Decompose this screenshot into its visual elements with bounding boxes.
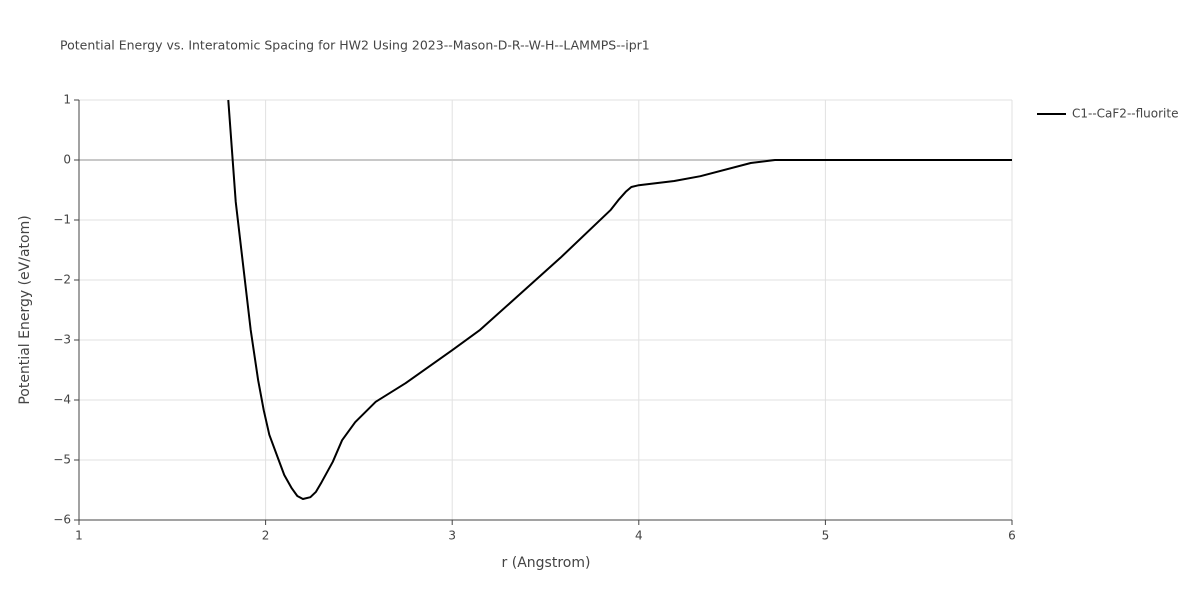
data-line	[227, 99, 1012, 500]
x-axis-title: r (Angstrom)	[502, 555, 591, 571]
y-tick-label: −3	[53, 333, 71, 347]
x-tick-label: 2	[262, 529, 270, 543]
y-tick-label: −1	[53, 213, 71, 227]
x-tick-label: 6	[1008, 529, 1016, 543]
y-tick-label: −5	[53, 453, 71, 467]
legend-label: C1--CaF2--fluorite	[1072, 107, 1178, 121]
x-tick-label: 5	[822, 529, 830, 543]
chart-title: Potential Energy vs. Interatomic Spacing…	[60, 38, 650, 53]
x-tick-label: 3	[448, 529, 456, 543]
x-tick-label: 1	[75, 529, 83, 543]
y-tick-label: −4	[53, 393, 71, 407]
y-tick-label: 1	[63, 93, 71, 107]
y-tick-label: −2	[53, 273, 71, 287]
y-axis-title: Potential Energy (eV/atom)	[17, 215, 33, 404]
y-tick-label: −6	[53, 513, 71, 527]
y-tick-label: 0	[63, 153, 71, 167]
x-tick-label: 4	[635, 529, 643, 543]
